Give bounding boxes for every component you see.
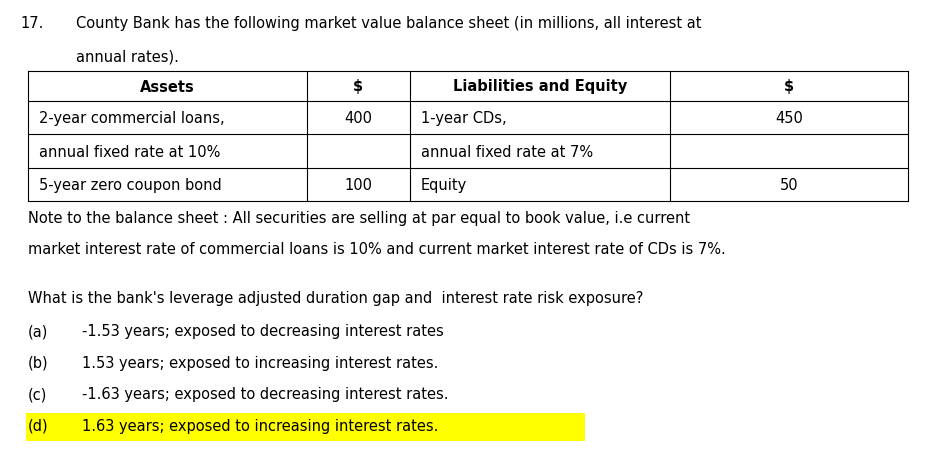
Text: 2-year commercial loans,: 2-year commercial loans, [39,111,224,126]
Text: County Bank has the following market value balance sheet (in millions, all inter: County Bank has the following market val… [76,16,702,31]
Text: 5-year zero coupon bond: 5-year zero coupon bond [39,178,222,193]
Text: (b): (b) [28,355,48,370]
Text: annual fixed rate at 7%: annual fixed rate at 7% [421,144,593,159]
Text: (d): (d) [28,418,48,433]
Text: 1-year CDs,: 1-year CDs, [421,111,506,126]
Text: 17.: 17. [20,16,44,31]
Text: market interest rate of commercial loans is 10% and current market interest rate: market interest rate of commercial loans… [28,242,725,257]
Text: annual rates).: annual rates). [76,50,179,64]
Text: $: $ [354,79,363,94]
Text: -1.63 years; exposed to decreasing interest rates.: -1.63 years; exposed to decreasing inter… [82,387,449,401]
Text: Note to the balance sheet : All securities are selling at par equal to book valu: Note to the balance sheet : All securiti… [28,210,690,225]
Text: $: $ [784,79,794,94]
Text: 1.53 years; exposed to increasing interest rates.: 1.53 years; exposed to increasing intere… [82,355,439,370]
Text: 50: 50 [779,178,799,193]
Text: What is the bank's leverage adjusted duration gap and  interest rate risk exposu: What is the bank's leverage adjusted dur… [28,290,643,305]
Text: (c): (c) [28,387,47,401]
Text: Assets: Assets [141,79,195,94]
Text: 450: 450 [776,111,803,126]
Text: -1.53 years; exposed to decreasing interest rates: -1.53 years; exposed to decreasing inter… [82,324,444,338]
Text: (a): (a) [28,324,48,338]
Text: annual fixed rate at 10%: annual fixed rate at 10% [39,144,221,159]
Text: 400: 400 [344,111,372,126]
Text: Liabilities and Equity: Liabilities and Equity [452,79,627,94]
Text: 100: 100 [344,178,372,193]
Text: 1.63 years; exposed to increasing interest rates.: 1.63 years; exposed to increasing intere… [82,418,439,433]
Text: Equity: Equity [421,178,467,193]
FancyBboxPatch shape [26,413,585,441]
